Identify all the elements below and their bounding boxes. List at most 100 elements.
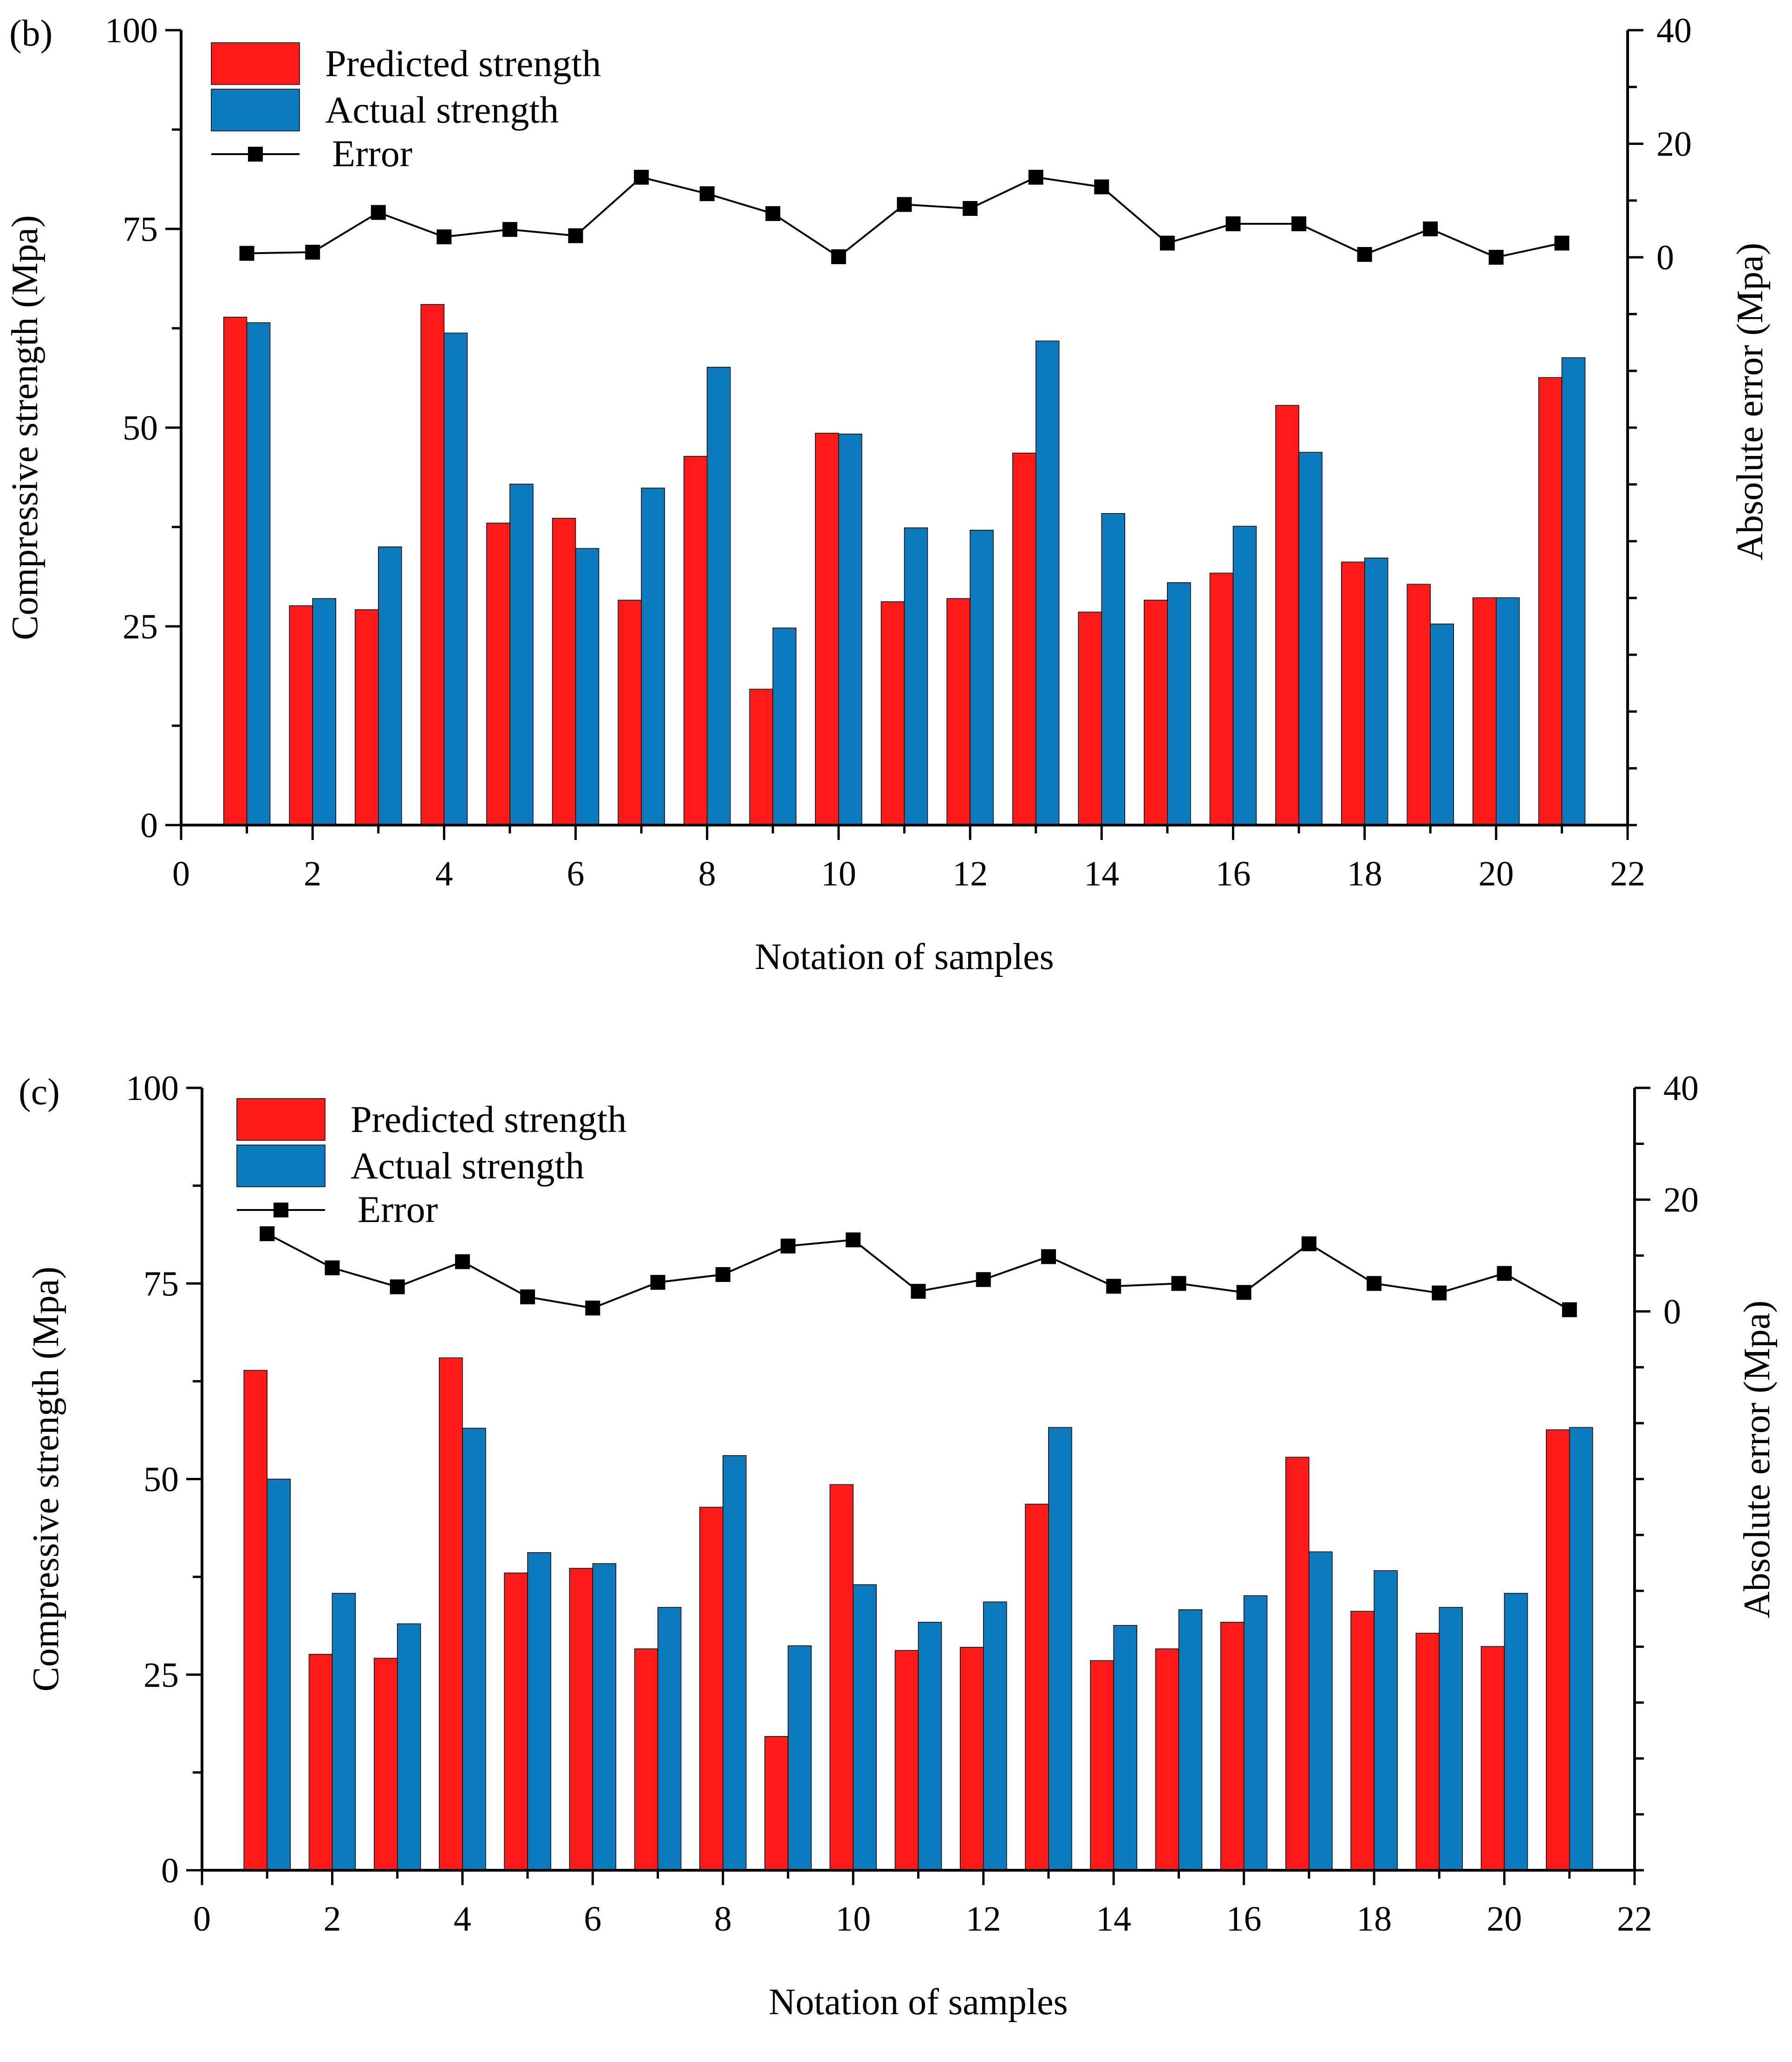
bar-actual-11	[918, 1622, 942, 1871]
bar-predicted-18	[1350, 1611, 1375, 1871]
legend-marker-error	[274, 1203, 288, 1217]
y2-tick-label: 20	[1656, 125, 1692, 164]
bar-predicted-13	[1012, 453, 1036, 826]
error-marker-21	[1562, 1302, 1577, 1317]
error-marker-15	[1171, 1276, 1186, 1291]
legend-label-predicted: Predicted strength	[325, 42, 601, 85]
x-tick-label: 14	[1084, 854, 1119, 893]
y2-tick-label: 40	[1663, 1069, 1699, 1108]
y2-tick-label: 40	[1656, 11, 1692, 50]
error-marker-9	[781, 1238, 796, 1254]
error-marker-10	[846, 1232, 861, 1248]
x-tick-label: 18	[1347, 854, 1382, 893]
bar-predicted-5	[486, 522, 510, 826]
error-marker-14	[1106, 1279, 1121, 1294]
bar-predicted-19	[1415, 1633, 1440, 1871]
error-marker-7	[650, 1275, 665, 1290]
legend-label-actual: Actual strength	[325, 89, 559, 131]
bar-predicted-15	[1144, 599, 1168, 826]
error-marker-19	[1432, 1285, 1447, 1301]
bars	[223, 304, 1586, 826]
x-tick-label: 16	[1215, 854, 1251, 893]
bars	[243, 1357, 1593, 1871]
error-marker-19	[1423, 221, 1438, 236]
error-marker-2	[305, 245, 320, 260]
y-tick-label: 25	[143, 1656, 179, 1695]
bar-predicted-6	[569, 1568, 593, 1871]
bar-actual-10	[853, 1584, 877, 1871]
y-axis-label: Compressive strength (Mpa)	[5, 215, 46, 640]
bar-predicted-10	[829, 1484, 854, 1871]
bar-actual-10	[838, 433, 862, 826]
bar-actual-16	[1243, 1595, 1268, 1871]
bar-actual-15	[1178, 1609, 1203, 1871]
bar-actual-11	[904, 527, 928, 826]
legend-marker-error	[248, 147, 263, 162]
bar-actual-19	[1430, 624, 1454, 826]
panel-label: (b)	[9, 13, 52, 54]
bar-predicted-16	[1220, 1622, 1245, 1871]
bar-predicted-1	[243, 1370, 267, 1871]
bar-actual-21	[1569, 1427, 1593, 1871]
bar-predicted-13	[1025, 1503, 1049, 1871]
error-marker-18	[1367, 1276, 1382, 1291]
error-marker-20	[1488, 250, 1504, 265]
bar-actual-9	[772, 627, 797, 826]
x-tick-label: 10	[835, 1899, 871, 1938]
bar-actual-12	[983, 1601, 1007, 1871]
x-tick-label: 18	[1356, 1899, 1392, 1938]
bar-predicted-10	[815, 433, 839, 826]
error-marker-8	[699, 186, 715, 202]
error-marker-13	[1041, 1249, 1056, 1264]
error-marker-12	[976, 1272, 991, 1287]
error-marker-20	[1497, 1266, 1512, 1281]
error-marker-5	[502, 222, 517, 237]
bar-predicted-14	[1090, 1660, 1114, 1871]
x-tick-label: 10	[821, 854, 856, 893]
bar-actual-3	[397, 1623, 421, 1871]
bar-predicted-3	[355, 609, 379, 826]
bar-predicted-6	[552, 518, 576, 826]
bar-actual-4	[462, 1428, 486, 1871]
error-marker-1	[239, 246, 254, 261]
legend-label-error: Error	[332, 132, 412, 175]
error-line	[247, 176, 1562, 259]
error-marker-11	[911, 1284, 926, 1299]
bar-actual-2	[332, 1593, 356, 1871]
error-marker-8	[715, 1267, 730, 1282]
bar-actual-8	[706, 367, 731, 826]
panel-label: (c)	[19, 1072, 60, 1112]
bar-actual-2	[312, 598, 336, 826]
bar-actual-13	[1035, 340, 1060, 826]
bar-actual-21	[1561, 357, 1586, 826]
bar-predicted-11	[880, 601, 905, 826]
bar-actual-8	[723, 1455, 747, 1871]
x-axis-label: Notation of samples	[755, 937, 1054, 977]
error-marker-16	[1236, 1285, 1251, 1300]
bar-actual-18	[1364, 558, 1388, 826]
x-tick-label: 4	[454, 1899, 471, 1938]
error-marker-18	[1357, 247, 1372, 262]
x-tick-label: 14	[1096, 1899, 1131, 1938]
bar-actual-7	[657, 1607, 682, 1871]
error-marker-10	[831, 249, 846, 264]
x-tick-label: 4	[435, 854, 453, 893]
legend-swatch-actual	[236, 1145, 326, 1187]
legend-swatch-actual	[211, 89, 300, 131]
bar-predicted-1	[223, 317, 248, 826]
error-marker-17	[1291, 216, 1307, 231]
y-axis-label: Compressive strength (Mpa)	[26, 1267, 66, 1691]
bar-predicted-15	[1155, 1648, 1179, 1871]
bar-predicted-11	[894, 1650, 919, 1871]
bar-predicted-17	[1275, 405, 1299, 826]
bar-predicted-12	[946, 598, 971, 826]
bar-predicted-19	[1407, 584, 1431, 826]
bar-actual-5	[527, 1552, 551, 1871]
bar-predicted-2	[308, 1654, 333, 1871]
legend-label-predicted: Predicted strength	[351, 1098, 626, 1140]
error-marker-15	[1160, 235, 1175, 251]
x-tick-label: 8	[698, 854, 716, 893]
bar-predicted-14	[1078, 611, 1102, 826]
